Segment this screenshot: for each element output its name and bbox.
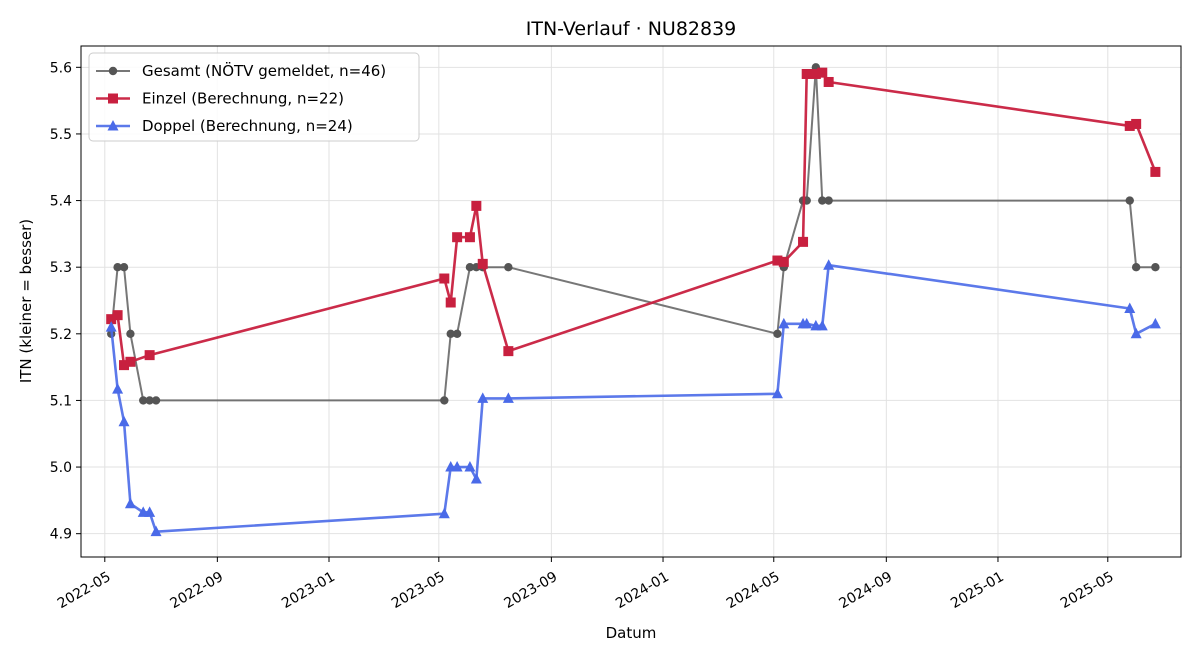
plot-frame (80, 45, 1182, 558)
y-tick-label: 5.2 (50, 327, 72, 343)
data-point-circle (504, 262, 513, 272)
data-point-triangle (801, 317, 813, 329)
legend-marker-circle (108, 66, 118, 76)
data-point-triangle (502, 392, 514, 403)
data-point-circle (1125, 196, 1134, 205)
data-point-square (477, 258, 488, 269)
y-tick-label: 5.6 (50, 60, 72, 76)
y-tick-label: 5.0 (50, 460, 72, 476)
data-point-triangle (144, 506, 156, 517)
legend-marker-square (108, 93, 118, 104)
data-point-circle (446, 329, 455, 339)
data-point-square (810, 68, 821, 79)
data-point-square (772, 255, 783, 266)
data-point-square (1150, 166, 1161, 177)
series-square (106, 67, 1161, 371)
data-point-square (503, 346, 514, 357)
legend-entry-label: Einzel (Berechnung, n=22) (142, 90, 344, 108)
y-tick-label: 5.3 (50, 260, 72, 276)
data-point-triangle (1149, 317, 1161, 329)
data-point-square (823, 76, 834, 87)
data-point-circle (452, 329, 462, 339)
data-point-circle (440, 396, 449, 405)
y-axis: 4.9 5.0 5.1 5.2 5.3 5.4 5.5 5.6 (50, 60, 81, 543)
data-point-circle (773, 329, 782, 339)
data-point-circle (1151, 262, 1160, 272)
data-point-square (106, 314, 117, 325)
data-point-circle (465, 262, 475, 272)
data-point-square (1124, 120, 1135, 131)
y-tick-label: 5.1 (50, 393, 72, 409)
y-tick-label: 5.4 (50, 194, 72, 210)
data-point-triangle (150, 525, 162, 537)
legend: Gesamt (NÖTV gemeldet, n=46) Einzel (Bere… (88, 52, 420, 142)
legend-box (88, 52, 420, 142)
data-point-circle (119, 262, 129, 272)
data-point-triangle (438, 507, 450, 519)
data-point-triangle (112, 383, 124, 394)
data-point-square (817, 67, 828, 78)
data-point-square (801, 68, 812, 79)
data-point-triangle (477, 392, 489, 403)
data-point-triangle (823, 259, 835, 270)
data-point-triangle (1124, 302, 1136, 313)
data-point-circle (1131, 262, 1141, 272)
data-point-square (1131, 118, 1142, 129)
data-point-triangle (451, 461, 463, 472)
data-point-circle (145, 396, 154, 405)
data-point-triangle (464, 461, 476, 472)
data-point-square (119, 360, 130, 371)
data-point-triangle (470, 473, 482, 484)
data-point-triangle (124, 497, 136, 509)
data-point-square (778, 256, 789, 267)
series-triangle (105, 259, 1161, 537)
series-layer (105, 63, 1161, 537)
x-axis-title: Datum (606, 624, 657, 642)
data-point-triangle (118, 415, 130, 427)
y-tick-label: 5.5 (50, 127, 72, 143)
data-point-square (112, 310, 123, 321)
data-point-square (445, 297, 456, 308)
data-point-triangle (816, 319, 828, 331)
chart-title: ITN-Verlauf · NU82839 (526, 18, 737, 40)
legend-marker-triangle (107, 120, 119, 131)
data-point-circle (824, 196, 833, 205)
data-point-triangle (778, 317, 790, 329)
data-point-square (471, 200, 482, 211)
data-point-circle (113, 262, 122, 272)
data-point-circle (139, 396, 148, 405)
data-point-triangle (771, 387, 783, 399)
data-point-triangle (1130, 327, 1142, 339)
data-point-circle (126, 329, 135, 339)
data-point-square (452, 232, 463, 243)
legend-entry-label: Gesamt (NÖTV gemeldet, n=46) (142, 61, 386, 80)
data-point-square (798, 236, 809, 247)
data-point-circle (151, 396, 161, 405)
data-point-triangle (105, 321, 117, 332)
y-tick-label: 4.9 (50, 527, 72, 543)
data-point-square (125, 356, 136, 367)
legend-entry-label: Doppel (Berechnung, n=24) (142, 117, 353, 135)
data-point-circle (818, 196, 827, 205)
data-point-square (144, 350, 155, 361)
y-axis-title: ITN (kleiner = besser) (17, 219, 35, 383)
data-point-square (464, 232, 475, 243)
data-point-square (439, 273, 450, 284)
